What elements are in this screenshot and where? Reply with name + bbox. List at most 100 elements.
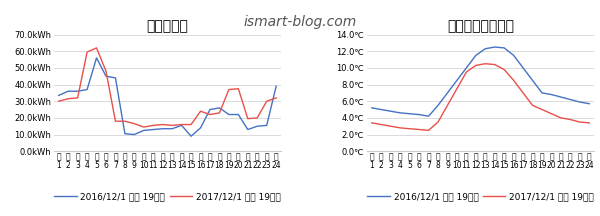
- 2017/12/1 から 19日間: [65, 97, 72, 100]
- 2016/12/1 から 19日間: [178, 124, 185, 127]
- 2017/12/1 から 19日間: [169, 124, 176, 127]
- 2017/12/1 から 19日間: [406, 127, 413, 130]
- 2017/12/1 から 19日間: [557, 117, 565, 119]
- 2016/12/1 から 19日間: [576, 101, 583, 103]
- 2016/12/1 から 19日間: [103, 75, 110, 78]
- 2016/12/1 から 19日間: [55, 94, 62, 97]
- 2016/12/1 から 19日間: [121, 132, 128, 135]
- 2017/12/1 から 19日間: [272, 97, 280, 99]
- 2016/12/1 から 19日間: [254, 125, 261, 127]
- 2017/12/1 から 19日間: [586, 122, 593, 124]
- 2017/12/1 から 19日間: [454, 87, 461, 90]
- 2017/12/1 から 19日間: [159, 123, 166, 126]
- 2017/12/1 から 19日間: [244, 118, 251, 120]
- 2016/12/1 から 19日間: [206, 108, 214, 111]
- 2017/12/1 から 19日間: [368, 122, 376, 124]
- 2016/12/1 から 19日間: [425, 115, 432, 118]
- 2016/12/1 から 19日間: [368, 106, 376, 109]
- 2017/12/1 から 19日間: [482, 62, 489, 65]
- 2017/12/1 から 19日間: [263, 100, 271, 103]
- 2017/12/1 から 19日間: [216, 112, 223, 114]
- 2017/12/1 から 19日間: [491, 63, 499, 66]
- Title: 時間帯別平均気温: 時間帯別平均気温: [447, 19, 514, 33]
- 2017/12/1 から 19日間: [235, 87, 242, 90]
- Line: 2017/12/1 から 19日間: 2017/12/1 から 19日間: [372, 64, 589, 130]
- 2016/12/1 から 19日間: [187, 135, 194, 138]
- 2016/12/1 から 19日間: [377, 108, 385, 111]
- 2016/12/1 から 19日間: [140, 129, 148, 132]
- 2017/12/1 から 19日間: [576, 121, 583, 123]
- Text: ismart-blog.com: ismart-blog.com: [244, 15, 356, 29]
- 2016/12/1 から 19日間: [454, 79, 461, 82]
- 2017/12/1 から 19日間: [416, 128, 423, 131]
- 2017/12/1 から 19日間: [397, 127, 404, 129]
- 2017/12/1 から 19日間: [254, 117, 261, 119]
- 2017/12/1 から 19日間: [548, 112, 555, 115]
- 2016/12/1 から 19日間: [74, 90, 81, 92]
- 2017/12/1 から 19日間: [131, 122, 138, 125]
- Line: 2016/12/1 から 19日間: 2016/12/1 から 19日間: [59, 58, 276, 136]
- 2017/12/1 から 19日間: [83, 51, 91, 53]
- 2016/12/1 から 19日間: [169, 127, 176, 130]
- 2016/12/1 から 19日間: [567, 98, 574, 101]
- 2016/12/1 から 19日間: [216, 106, 223, 109]
- 2016/12/1 から 19日間: [272, 85, 280, 87]
- 2016/12/1 から 19日間: [482, 48, 489, 50]
- 2016/12/1 から 19日間: [112, 77, 119, 79]
- 2017/12/1 から 19日間: [149, 124, 157, 127]
- Line: 2016/12/1 から 19日間: 2016/12/1 から 19日間: [372, 47, 589, 116]
- 2016/12/1 から 19日間: [586, 102, 593, 105]
- 2016/12/1 から 19日間: [500, 47, 508, 49]
- 2017/12/1 から 19日間: [112, 120, 119, 122]
- Line: 2017/12/1 から 19日間: 2017/12/1 から 19日間: [59, 48, 276, 127]
- 2017/12/1 から 19日間: [187, 123, 194, 126]
- 2016/12/1 から 19日間: [520, 67, 527, 69]
- 2017/12/1 から 19日間: [377, 123, 385, 126]
- 2017/12/1 から 19日間: [387, 125, 394, 127]
- 2016/12/1 から 19日間: [434, 104, 442, 107]
- 2016/12/1 から 19日間: [235, 113, 242, 116]
- 2016/12/1 から 19日間: [397, 112, 404, 114]
- 2017/12/1 から 19日間: [510, 79, 517, 82]
- 2017/12/1 から 19日間: [206, 113, 214, 116]
- 2016/12/1 から 19日間: [149, 128, 157, 131]
- 2016/12/1 から 19日間: [244, 128, 251, 131]
- 2017/12/1 から 19日間: [434, 121, 442, 123]
- 2016/12/1 から 19日間: [510, 54, 517, 57]
- 2016/12/1 から 19日間: [472, 54, 479, 57]
- 2016/12/1 から 19日間: [65, 90, 72, 92]
- 2017/12/1 から 19日間: [225, 88, 232, 91]
- 2016/12/1 から 19日間: [131, 133, 138, 136]
- Legend: 2016/12/1 から 19日間, 2017/12/1 から 19日間: 2016/12/1 から 19日間, 2017/12/1 から 19日間: [50, 189, 284, 205]
- 2017/12/1 から 19日間: [538, 108, 545, 111]
- 2017/12/1 から 19日間: [55, 100, 62, 103]
- 2016/12/1 から 19日間: [93, 57, 100, 59]
- 2017/12/1 から 19日間: [444, 104, 451, 107]
- 2017/12/1 から 19日間: [567, 118, 574, 121]
- 2017/12/1 から 19日間: [140, 126, 148, 128]
- 2017/12/1 から 19日間: [529, 104, 536, 107]
- 2017/12/1 から 19日間: [500, 68, 508, 71]
- 2016/12/1 から 19日間: [444, 92, 451, 94]
- 2016/12/1 から 19日間: [491, 46, 499, 48]
- 2016/12/1 から 19日間: [387, 110, 394, 113]
- 2017/12/1 から 19日間: [121, 120, 128, 122]
- 2016/12/1 から 19日間: [406, 112, 413, 115]
- Legend: 2016/12/1 から 19日間, 2017/12/1 から 19日間: 2016/12/1 から 19日間, 2017/12/1 から 19日間: [364, 189, 598, 205]
- 2016/12/1 から 19日間: [557, 96, 565, 98]
- 2016/12/1 から 19日間: [548, 93, 555, 96]
- 2017/12/1 から 19日間: [520, 92, 527, 94]
- 2017/12/1 から 19日間: [103, 70, 110, 73]
- 2016/12/1 から 19日間: [159, 127, 166, 130]
- 2017/12/1 から 19日間: [197, 110, 204, 113]
- 2016/12/1 から 19日間: [416, 113, 423, 116]
- 2016/12/1 から 19日間: [225, 113, 232, 116]
- 2017/12/1 から 19日間: [74, 97, 81, 99]
- 2016/12/1 から 19日間: [83, 88, 91, 91]
- 2016/12/1 から 19日間: [463, 67, 470, 69]
- Title: 電気使用量: 電気使用量: [146, 19, 188, 33]
- 2016/12/1 から 19日間: [538, 92, 545, 94]
- 2017/12/1 から 19日間: [472, 64, 479, 67]
- 2016/12/1 から 19日間: [263, 124, 271, 127]
- 2017/12/1 から 19日間: [93, 47, 100, 49]
